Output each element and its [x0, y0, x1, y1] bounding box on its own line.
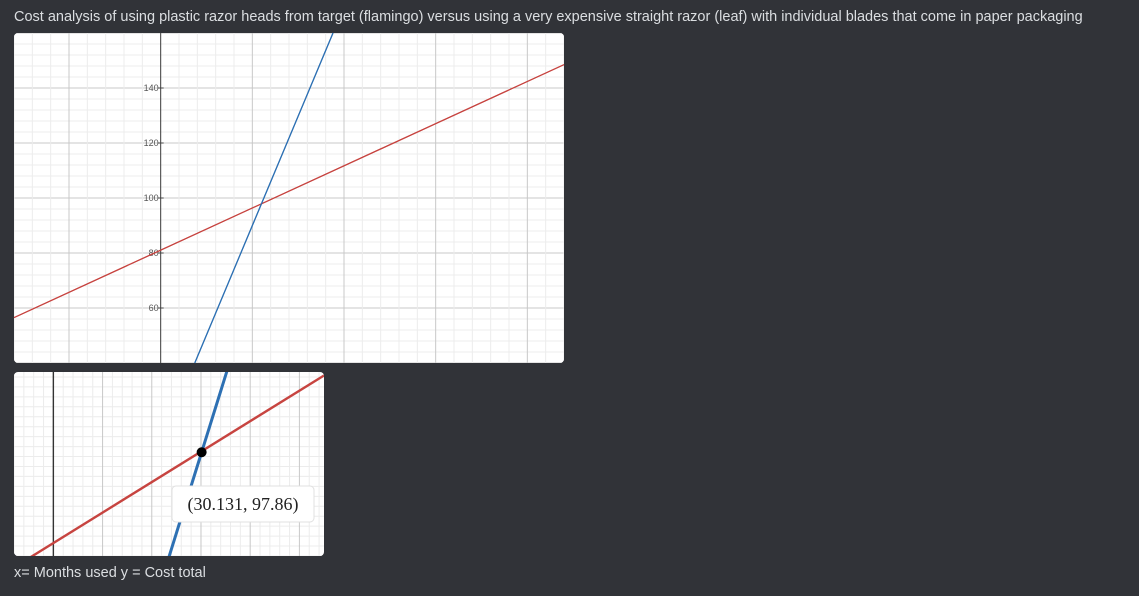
message-text: Cost analysis of using plastic razor hea…: [14, 9, 1083, 25]
graph-image-large[interactable]: 1401201008060: [14, 33, 564, 363]
graph-image-small[interactable]: (30.131, 97.86): [14, 372, 324, 556]
caption-text: x= Months used y = Cost total: [14, 565, 206, 581]
series-line-1: [30, 374, 324, 556]
graph-small-grid: [14, 372, 324, 556]
y-tick-label: 120: [144, 138, 159, 148]
graph-large-svg: 1401201008060: [14, 33, 564, 363]
graph-small-lines: [30, 372, 324, 556]
intersection-dot: [196, 447, 207, 458]
graph-small-intersection: (30.131, 97.86): [171, 447, 315, 523]
y-tick-label: 140: [144, 83, 159, 93]
y-tick-label: 100: [144, 193, 159, 203]
point-label-box: [171, 485, 315, 523]
point-label: (30.131, 97.86): [188, 494, 299, 515]
y-tick-label: 60: [149, 303, 159, 313]
graph-small-svg: (30.131, 97.86): [14, 372, 324, 556]
series-line-2: [167, 372, 229, 556]
graph-large-grid: [14, 33, 564, 363]
